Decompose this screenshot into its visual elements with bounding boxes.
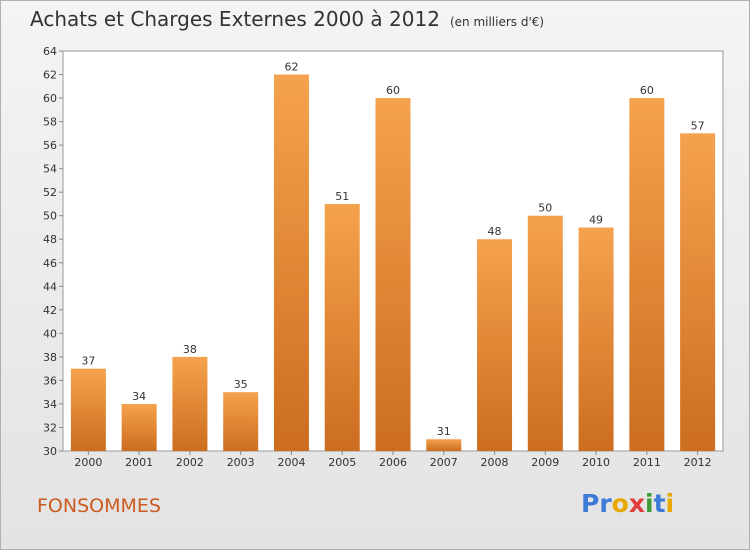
x-tick-label: 2008 bbox=[481, 456, 509, 469]
bar bbox=[273, 74, 309, 451]
data-label: 49 bbox=[589, 213, 603, 226]
bar bbox=[324, 203, 360, 451]
x-tick-label: 2006 bbox=[379, 456, 407, 469]
x-tick-label: 2002 bbox=[176, 456, 204, 469]
data-label: 48 bbox=[488, 225, 502, 238]
logo-letter: i bbox=[665, 489, 675, 518]
x-tick-label: 2001 bbox=[125, 456, 153, 469]
y-tick-label: 56 bbox=[43, 139, 57, 152]
y-tick-label: 42 bbox=[43, 304, 57, 317]
y-tick-label: 60 bbox=[43, 92, 57, 105]
data-label: 60 bbox=[386, 84, 400, 97]
bar bbox=[426, 439, 462, 451]
logo-letter: r bbox=[599, 489, 612, 518]
y-tick-label: 38 bbox=[43, 351, 57, 364]
y-tick-label: 48 bbox=[43, 233, 57, 246]
data-label: 62 bbox=[284, 61, 298, 74]
y-tick-label: 36 bbox=[43, 374, 57, 387]
x-tick-label: 2000 bbox=[74, 456, 102, 469]
data-label: 51 bbox=[335, 190, 349, 203]
bar bbox=[680, 133, 716, 451]
data-label: 60 bbox=[640, 84, 654, 97]
data-label: 34 bbox=[132, 390, 146, 403]
chart-subtitle: (en milliers d'€) bbox=[449, 15, 545, 29]
logo-letter: x bbox=[628, 489, 645, 518]
bar bbox=[629, 98, 665, 451]
bar bbox=[70, 368, 106, 451]
x-tick-label: 2007 bbox=[430, 456, 458, 469]
data-label: 31 bbox=[437, 425, 451, 438]
y-tick-label: 54 bbox=[43, 163, 57, 176]
bar bbox=[527, 215, 563, 451]
chart-title-text: Achats et Charges Externes 2000 à 2012 bbox=[30, 7, 440, 31]
bar bbox=[578, 227, 614, 451]
y-tick-label: 44 bbox=[43, 280, 57, 293]
logo-letter: i bbox=[645, 489, 654, 518]
bar bbox=[172, 356, 208, 451]
data-label: 57 bbox=[691, 119, 705, 132]
data-label: 50 bbox=[538, 202, 552, 215]
chart-title: Achats et Charges Externes 2000 à 2012 (e… bbox=[30, 7, 544, 31]
y-tick-label: 52 bbox=[43, 186, 57, 199]
y-tick-label: 50 bbox=[43, 210, 57, 223]
logo-letter: o bbox=[611, 489, 629, 518]
logo-letter: t bbox=[653, 489, 666, 518]
y-tick-label: 40 bbox=[43, 327, 57, 340]
x-tick-label: 2009 bbox=[531, 456, 559, 469]
y-tick-label: 30 bbox=[43, 445, 57, 458]
bar bbox=[121, 403, 157, 451]
x-tick-label: 2010 bbox=[582, 456, 610, 469]
data-label: 38 bbox=[183, 343, 197, 356]
x-tick-label: 2005 bbox=[328, 456, 356, 469]
y-tick-label: 34 bbox=[43, 398, 57, 411]
bar bbox=[223, 392, 259, 451]
x-tick-label: 2011 bbox=[633, 456, 661, 469]
y-tick-label: 64 bbox=[43, 45, 57, 58]
data-label: 35 bbox=[234, 378, 248, 391]
bar bbox=[477, 239, 513, 451]
proxiti-logo: Proxiti bbox=[581, 489, 674, 518]
x-tick-label: 2003 bbox=[227, 456, 255, 469]
y-tick-label: 46 bbox=[43, 257, 57, 270]
x-tick-label: 2004 bbox=[277, 456, 305, 469]
y-tick-label: 58 bbox=[43, 116, 57, 129]
data-label: 37 bbox=[81, 355, 95, 368]
logo-letter: P bbox=[581, 489, 600, 518]
place-name: FONSOMMES bbox=[37, 495, 161, 517]
bar bbox=[375, 98, 411, 451]
y-tick-label: 62 bbox=[43, 69, 57, 82]
y-tick-label: 32 bbox=[43, 421, 57, 434]
x-tick-label: 2012 bbox=[684, 456, 712, 469]
